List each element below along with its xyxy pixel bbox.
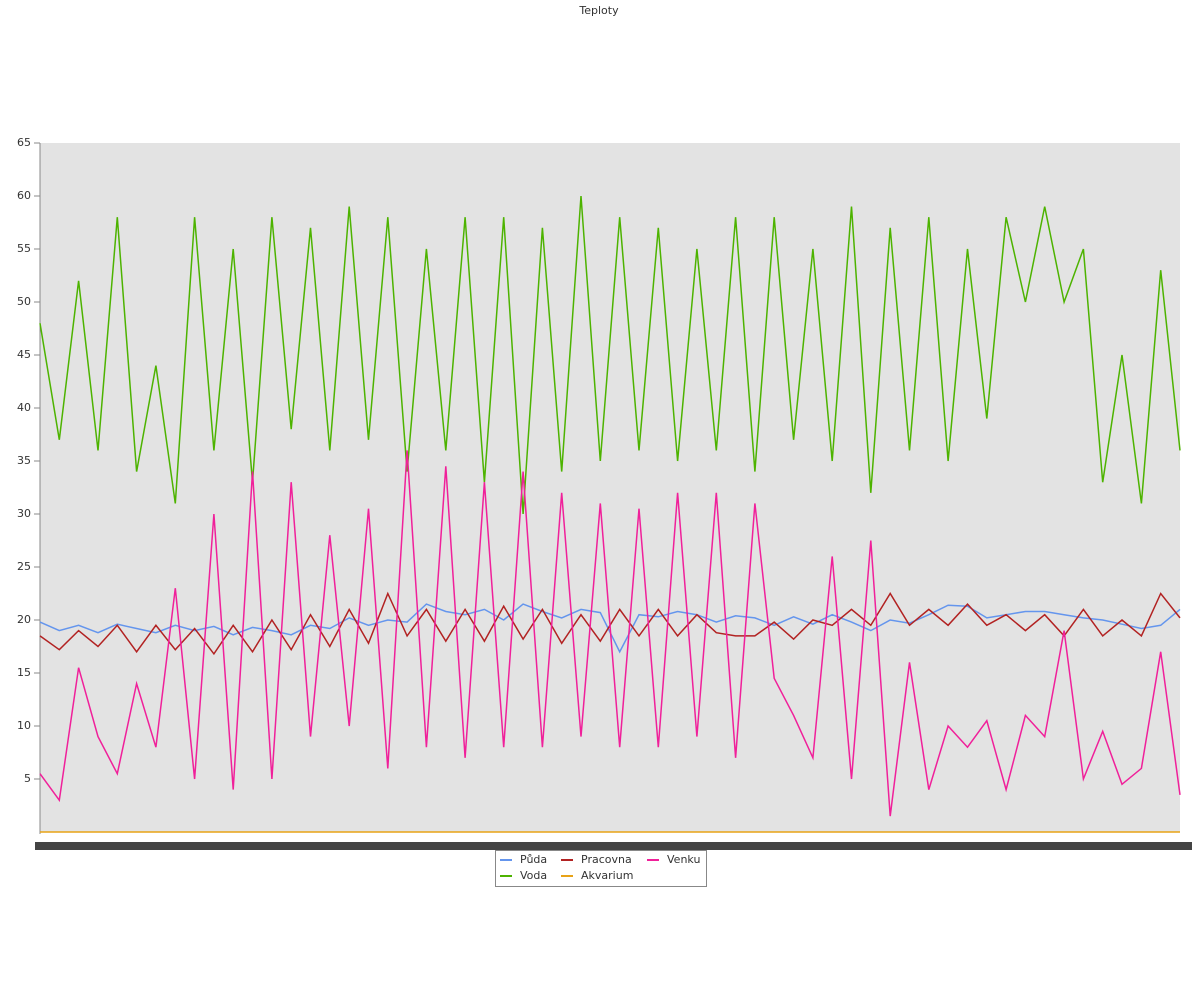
y-tick-label: 65 xyxy=(17,136,31,149)
series-line xyxy=(39,450,1181,817)
y-tick-label: 35 xyxy=(17,454,31,467)
legend xyxy=(495,850,707,887)
y-tick-label: 40 xyxy=(17,401,31,414)
legend-label: Venku xyxy=(667,853,700,866)
y-tick-label: 15 xyxy=(17,666,31,679)
plot-area xyxy=(40,143,1180,832)
x-axis-ticks xyxy=(35,842,1192,850)
legend-label: Pracovna xyxy=(581,853,632,866)
y-tick-label: 30 xyxy=(17,507,31,520)
y-tick-label: 45 xyxy=(17,348,31,361)
legend-label: Voda xyxy=(520,869,547,882)
y-tick-label: 55 xyxy=(17,242,31,255)
chart-title: Teploty xyxy=(578,4,619,17)
y-tick-label: 60 xyxy=(17,189,31,202)
series-line xyxy=(39,195,1181,515)
legend-label: Půda xyxy=(520,853,547,866)
y-tick-label: 50 xyxy=(17,295,31,308)
y-tick-label: 25 xyxy=(17,560,31,573)
y-tick-label: 20 xyxy=(17,613,31,626)
y-tick-label: 5 xyxy=(24,772,31,785)
y-tick-label: 10 xyxy=(17,719,31,732)
legend-label: Akvarium xyxy=(581,869,633,882)
